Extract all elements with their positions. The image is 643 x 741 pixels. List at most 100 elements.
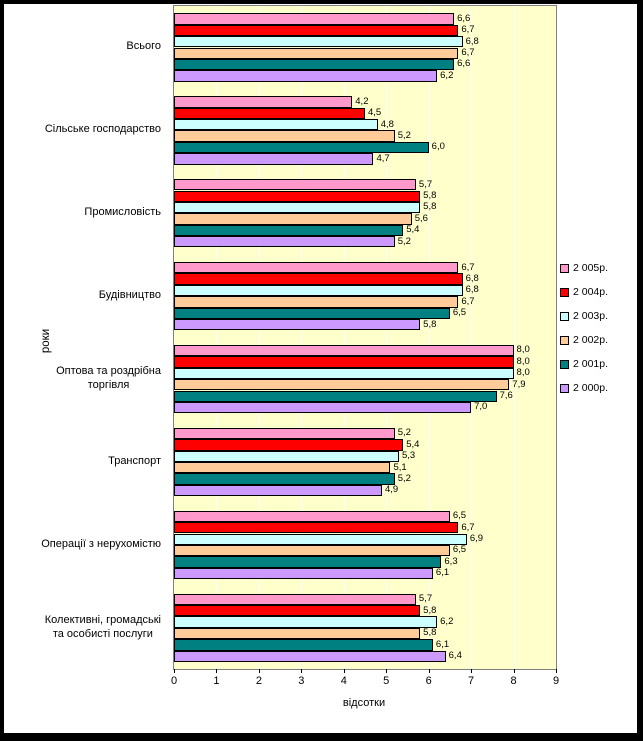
- bar: [174, 58, 455, 71]
- x-tick: [556, 669, 557, 673]
- legend-label: 2 004р.: [573, 286, 609, 298]
- bar-value-label: 4,5: [368, 107, 382, 119]
- x-axis: 0 1 2 3 4 5 6 7 8 9: [4, 4, 637, 733]
- bar: [174, 605, 421, 617]
- category-label: Операції з нерухомістю: [41, 537, 161, 550]
- chart-frame: Всього Сільське господарство Промисловість…: [4, 4, 637, 733]
- bar-value-label: 5,7: [418, 593, 433, 605]
- x-tick: [343, 669, 345, 673]
- bar: [174, 544, 450, 557]
- bar: [174, 356, 514, 368]
- bar: [174, 107, 365, 119]
- bar-value-label: 5,8: [423, 318, 437, 330]
- bar-value-label: 5,2: [397, 427, 411, 439]
- legend-swatch: [560, 263, 569, 273]
- category-label: Транспорт: [108, 454, 161, 467]
- bar-value-label: 4,9: [384, 484, 399, 496]
- bar: [174, 379, 510, 391]
- category-label: Оптова та роздрібна торгівля: [56, 365, 161, 392]
- bar: [174, 296, 459, 308]
- gridline: [428, 6, 430, 669]
- legend: 2 005р. 2 004р. 2 003р. 2 002р. 2 001р. 2 000…: [560, 256, 608, 400]
- category-axis: Всього Сільське господарство Промисловість…: [4, 5, 167, 668]
- gridline: [258, 6, 260, 669]
- category-label: Всього: [126, 40, 161, 53]
- bar: [174, 262, 459, 274]
- gridline: [216, 6, 218, 669]
- bar: [174, 462, 391, 474]
- bar-value-label: 6,2: [440, 69, 454, 81]
- bar-value-label: 6,8: [465, 272, 479, 284]
- bar: [174, 130, 395, 142]
- legend-item: 2 005р.: [560, 256, 608, 280]
- bar-value-label: 6,6: [457, 58, 471, 70]
- bar: [174, 344, 514, 357]
- legend-item: 2 000р.: [560, 376, 608, 400]
- x-tick-label: 3: [298, 675, 305, 687]
- x-tick: [471, 669, 473, 673]
- bar: [174, 307, 450, 319]
- gridline: [471, 6, 473, 669]
- bar: [174, 450, 399, 462]
- x-tick-label: 5: [383, 675, 390, 687]
- bar: [174, 390, 497, 402]
- bar-value-label: 6,9: [469, 533, 484, 544]
- bar-value-label: 7,6: [499, 390, 513, 401]
- bar-value-label: 6,4: [448, 650, 462, 662]
- bar-value-label: 5,8: [423, 190, 437, 201]
- x-tick-label: 0: [170, 675, 178, 687]
- bar-value-label: 6,7: [461, 261, 475, 273]
- category-label: Сільське господарство: [44, 123, 161, 136]
- bar: [174, 201, 421, 214]
- bar: [174, 484, 382, 497]
- legend-swatch: [560, 335, 569, 345]
- category-label: Колективні, громадські та особисті послу…: [44, 613, 161, 640]
- bar-value-label: 5,2: [397, 235, 411, 247]
- x-tick-label: 2: [255, 675, 262, 687]
- bar-value-label: 6,5: [452, 544, 467, 556]
- legend-label: 2 005р.: [573, 262, 609, 274]
- category-label: Будівництво: [98, 289, 161, 302]
- x-tick-label: 6: [425, 675, 432, 687]
- bar-value-label: 8,0: [516, 367, 530, 379]
- bar-value-label: 5,4: [406, 438, 420, 450]
- x-tick: [301, 669, 303, 673]
- legend-label: 2 003р.: [573, 310, 609, 322]
- bar: [174, 47, 459, 59]
- bar-value-label: 7,0: [474, 401, 488, 413]
- bar: [174, 119, 378, 131]
- bar: [174, 13, 455, 25]
- x-tick: [386, 669, 388, 673]
- x-tick-label: 1: [213, 675, 220, 687]
- bar: [174, 522, 459, 534]
- bar-value-label: 6,7: [461, 24, 475, 36]
- bar-value-label: 5,3: [401, 450, 416, 462]
- bar-value-label: 5,4: [406, 224, 420, 236]
- gridline: [513, 6, 515, 669]
- bar: [174, 213, 412, 225]
- gridline: [386, 6, 388, 669]
- x-tick: [258, 669, 260, 673]
- legend-label: 2 000р.: [573, 382, 609, 394]
- bar: [174, 427, 395, 440]
- legend-swatch: [560, 359, 569, 369]
- x-axis-title: відсотки: [342, 697, 386, 709]
- bar: [174, 473, 395, 485]
- bar-value-label: 7,9: [512, 378, 526, 390]
- x-tick-label: 8: [510, 675, 517, 687]
- bar-value-label: 6,5: [452, 307, 467, 319]
- legend-item: 2 001р.: [560, 352, 608, 376]
- bar-value-label: 6,5: [452, 510, 467, 522]
- bar: [174, 367, 514, 380]
- bar-value-label: 4,8: [380, 118, 394, 130]
- x-tick: [428, 669, 430, 673]
- bar-value-label: 5,6: [414, 212, 428, 224]
- bar: [174, 141, 429, 154]
- gridline: [343, 6, 345, 669]
- bar-value-label: 5,8: [423, 627, 437, 639]
- legend-swatch: [560, 287, 569, 297]
- bar-value-label: 5,8: [423, 604, 437, 616]
- bar: [174, 24, 459, 37]
- bar-value-label: 6,7: [461, 47, 475, 58]
- bar: [174, 319, 421, 331]
